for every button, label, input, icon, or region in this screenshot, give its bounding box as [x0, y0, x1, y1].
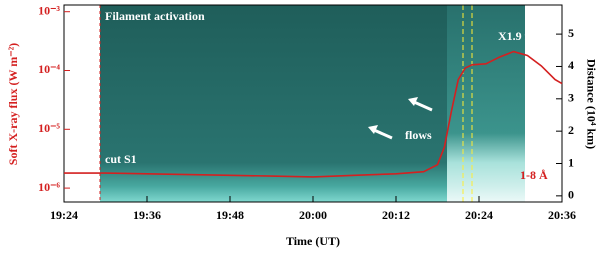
y-tick-label: 10⁻³ — [38, 3, 60, 17]
x-tick-label: 19:48 — [216, 208, 244, 222]
x-tick-label: 20:24 — [465, 208, 493, 222]
flux-line — [64, 50, 563, 178]
x-tick-label: 19:24 — [50, 208, 78, 222]
annotation: X1.9 flare — [498, 29, 549, 43]
y-tick-label: 10⁻⁶ — [38, 180, 60, 194]
y2-tick-label: 0 — [568, 188, 574, 202]
y2-tick-label: 3 — [568, 91, 574, 105]
image-bright-region — [447, 5, 525, 202]
x-tick-label: 20:00 — [299, 208, 327, 222]
y-axis-label: Soft X-ray flux (W m⁻²) — [6, 43, 20, 165]
y2-axis-label: Distance (10⁴ km) — [584, 59, 598, 149]
y-tick-label: 10⁻⁵ — [38, 121, 60, 135]
y2-tick-label: 4 — [568, 58, 574, 72]
y2-tick-label: 1 — [568, 155, 574, 169]
annotation: 1-8 Å — [520, 168, 548, 182]
flow-arrows — [368, 97, 433, 140]
x-tick-label: 20:36 — [548, 208, 576, 222]
annotation: Filament activation — [105, 9, 205, 23]
x-tick-label: 20:12 — [382, 208, 410, 222]
y2-tick-label: 2 — [568, 123, 574, 137]
x-axis-label: Time (UT) — [286, 234, 340, 248]
annotation: flows — [405, 128, 432, 142]
x-tick-label: 19:36 — [133, 208, 161, 222]
annotation: cut S1 — [105, 152, 137, 166]
y2-tick-label: 5 — [568, 26, 574, 40]
y-tick-label: 10⁻⁴ — [38, 62, 60, 76]
